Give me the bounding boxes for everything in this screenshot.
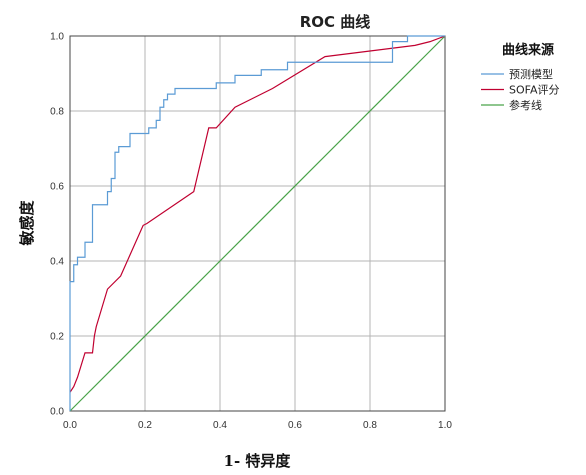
x-tick-label: 0.0 [63, 420, 77, 431]
series-line-SOFA评分 [69, 35, 446, 393]
x-tick-label: 0.2 [138, 420, 152, 431]
grid [70, 36, 445, 411]
y-axis-label: 敏感度 [18, 200, 36, 247]
series-line-参考线 [69, 35, 446, 412]
y-tick-label: 0.8 [50, 107, 64, 118]
y-tick-label: 0.0 [50, 407, 64, 418]
series-layer [69, 35, 446, 412]
x-tick-label: 1.0 [438, 420, 452, 431]
x-tick-label: 0.4 [213, 420, 227, 431]
x-axis-label: 1- 特异度 [224, 452, 292, 470]
legend-entry-label: SOFA评分 [509, 84, 559, 97]
series-line-预测模型 [69, 35, 445, 411]
y-tick-label: 1.0 [50, 32, 64, 43]
y-tick-label: 0.6 [50, 182, 64, 193]
chart-title: ROC 曲线 [300, 13, 371, 31]
plot-frame [69, 35, 446, 412]
y-tick-label: 0.2 [50, 332, 64, 343]
x-tick-label: 0.8 [363, 420, 377, 431]
legend-entry-label: 预测模型 [509, 67, 553, 81]
axis-ticks: 0.0 0.2 0.4 0.6 0.8 1.0 0.0 0.2 0.4 0.6 0.8 1.0 [50, 32, 452, 432]
y-tick-label: 0.4 [50, 257, 64, 268]
legend-entry-label: 参考线 [509, 98, 542, 112]
x-tick-label: 0.6 [288, 420, 302, 431]
legend-title: 曲线来源 [502, 42, 554, 58]
